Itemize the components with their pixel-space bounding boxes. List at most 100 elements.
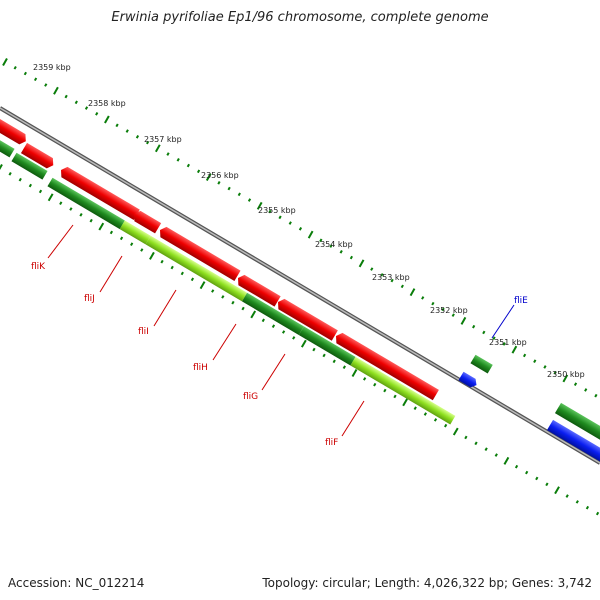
minor-tick	[247, 198, 252, 202]
minor-tick	[349, 255, 353, 260]
feature-red-small[interactable]	[20, 142, 56, 171]
minor-tick	[227, 186, 231, 191]
major-tick	[554, 486, 560, 495]
minor-tick	[125, 129, 129, 133]
scale-labels: 2359 kbp 2358 kbp 2357 kbp 2356 kbp 2355…	[33, 63, 585, 379]
feature-green-edge-right[interactable]	[554, 402, 600, 444]
scale-label: 2350 kbp	[547, 370, 585, 379]
minor-tick	[393, 394, 397, 399]
minor-tick	[433, 418, 438, 422]
scale-label: 2355 kbp	[258, 206, 296, 215]
major-tick	[47, 193, 54, 202]
genome-summary: Topology: circular; Length: 4,026,322 bp…	[262, 576, 592, 590]
minor-tick	[89, 218, 93, 223]
minor-tick	[370, 267, 374, 271]
minor-tick	[362, 377, 367, 381]
minor-tick	[545, 482, 549, 487]
minor-tick	[565, 494, 569, 498]
minor-tick	[190, 277, 195, 282]
minor-tick	[292, 336, 296, 340]
feature-track-blue	[458, 371, 600, 466]
minor-tick	[332, 359, 336, 364]
gene-label-lines	[47, 224, 515, 437]
major-tick	[300, 339, 307, 348]
feature-blue-edge-right[interactable]	[546, 419, 600, 466]
major-tick	[149, 251, 155, 260]
scale-label: 2356 kbp	[201, 171, 239, 180]
minor-tick	[573, 382, 578, 386]
major-tick	[104, 115, 110, 124]
major-tick	[409, 288, 416, 297]
feature-green-partial[interactable]	[0, 139, 15, 158]
feature-fliE-blue[interactable]	[458, 371, 479, 390]
minor-tick	[135, 134, 140, 139]
major-tick	[460, 316, 467, 325]
gene-label-fliH: fliH	[193, 363, 208, 373]
feature-fliJ-green[interactable]	[119, 220, 151, 245]
scale-label: 2359 kbp	[33, 63, 71, 72]
minor-tick	[594, 393, 598, 398]
feature-fliK-red[interactable]	[58, 165, 140, 220]
gene-labels: fliK fliJ fliI fliH fliG fliF fliE	[31, 262, 528, 448]
minor-tick	[241, 306, 245, 311]
minor-tick	[74, 100, 78, 105]
minor-tick	[390, 278, 394, 283]
feature-fliF-green[interactable]	[350, 356, 456, 425]
feature-track-green	[0, 139, 600, 444]
feature-fliH-red[interactable]	[235, 273, 281, 307]
scale-ticks	[2, 58, 598, 398]
major-tick	[205, 173, 212, 182]
scale-label: 2352 kbp	[430, 306, 468, 315]
feature-red-partial[interactable]	[0, 118, 29, 147]
feature-fliH-green[interactable]	[241, 292, 304, 335]
feature-fliG-red[interactable]	[275, 297, 338, 341]
minor-tick	[109, 230, 114, 235]
minor-tick	[44, 83, 48, 87]
major-tick	[199, 281, 206, 290]
gene-label-fliJ: fliJ	[84, 294, 95, 304]
minor-tick	[431, 301, 435, 306]
minor-tick	[595, 511, 600, 516]
minor-tick	[119, 236, 124, 241]
major-tick	[256, 201, 263, 210]
feature-fliJ-red[interactable]	[131, 209, 162, 234]
major-tick	[503, 456, 510, 465]
major-tick	[2, 58, 8, 66]
minor-tick	[472, 324, 476, 329]
feature-fliK-green[interactable]	[47, 177, 125, 230]
minor-tick	[329, 244, 333, 248]
minor-tick	[146, 140, 150, 145]
feature-fliI-red[interactable]	[157, 225, 241, 281]
minor-tick	[298, 227, 303, 231]
gene-label-fliI: fliI	[138, 327, 149, 337]
minor-tick	[211, 289, 215, 293]
minor-tick	[383, 388, 387, 393]
feature-fliI-green[interactable]	[145, 235, 248, 302]
minor-tick	[441, 307, 445, 312]
feature-green-small[interactable]	[11, 152, 48, 180]
minor-tick	[484, 447, 488, 451]
minor-tick	[585, 505, 590, 510]
major-tick	[351, 369, 358, 377]
minor-tick	[18, 177, 22, 182]
minor-tick	[166, 152, 170, 156]
minor-tick	[23, 71, 27, 76]
minor-tick	[451, 313, 455, 317]
major-tick	[154, 144, 161, 153]
feature-fliE-green[interactable]	[470, 354, 493, 374]
major-tick	[452, 427, 459, 436]
major-tick	[307, 230, 314, 239]
feature-fliG-green[interactable]	[298, 326, 356, 366]
minor-tick	[38, 189, 43, 194]
feature-fliF-red[interactable]	[333, 331, 439, 401]
minor-tick	[180, 271, 184, 276]
minor-tick	[492, 336, 496, 340]
gene-label-fliK: fliK	[31, 262, 46, 272]
major-tick	[402, 398, 408, 407]
minor-tick	[494, 453, 498, 457]
minor-tick	[380, 273, 384, 277]
minor-tick	[553, 370, 557, 375]
scale-label: 2351 kbp	[489, 338, 527, 347]
minor-tick	[312, 347, 316, 352]
